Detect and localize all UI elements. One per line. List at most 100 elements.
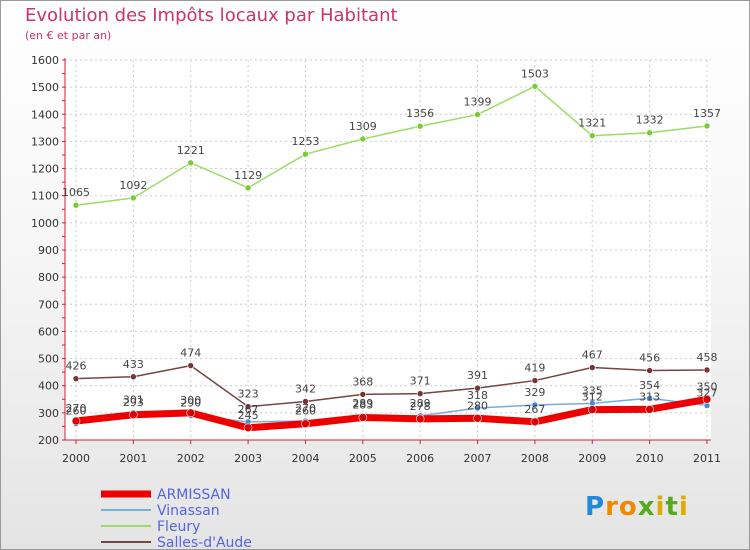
data-label-armissan: 260: [295, 405, 316, 418]
y-tick-label: 300: [38, 407, 59, 420]
data-label-vinassan: 327: [697, 387, 718, 400]
data-label-vinassan: 290: [180, 397, 201, 410]
data-point-fleury: [302, 150, 309, 158]
data-label-fleury: 1357: [693, 107, 721, 120]
data-label-vinassan: 260: [66, 405, 87, 418]
y-tick-label: 400: [38, 380, 59, 393]
data-label-salles-d-aude: 391: [467, 369, 488, 382]
logo-letter: r: [605, 492, 619, 522]
data-point-salles-d-aude: [588, 364, 596, 371]
data-point-fleury: [72, 201, 80, 209]
data-point-salles-d-aude: [187, 362, 195, 369]
data-point-fleury: [187, 159, 195, 167]
data-point-armissan: [645, 405, 654, 414]
y-tick-label: 1000: [31, 217, 59, 230]
data-point-fleury: [703, 122, 711, 130]
data-point-armissan: [702, 394, 712, 404]
y-tick-label: 1500: [31, 81, 59, 94]
y-tick-label: 1600: [31, 54, 59, 67]
chart-title: Evolution des Impôts locaux par Habitant: [25, 5, 398, 26]
data-label-salles-d-aude: 474: [180, 347, 201, 360]
x-tick-label: 2007: [464, 452, 492, 465]
x-tick-label: 2006: [406, 452, 434, 465]
x-tick-label: 2000: [62, 452, 90, 465]
data-label-vinassan: 301: [123, 394, 144, 407]
legend-label-vinassan: Vinassan: [157, 503, 220, 519]
data-point-salles-d-aude: [416, 390, 424, 397]
y-tick-label: 600: [38, 325, 59, 338]
y-tick-label: 700: [38, 298, 59, 311]
data-point-armissan: [358, 413, 368, 422]
logo-letter: i: [678, 492, 689, 522]
data-point-salles-d-aude: [646, 367, 653, 374]
data-label-armissan: 270: [66, 402, 87, 415]
data-label-armissan: 267: [524, 403, 545, 416]
data-label-salles-d-aude: 426: [66, 360, 87, 373]
x-tick-label: 2001: [119, 452, 147, 465]
data-point-armissan: [71, 416, 81, 426]
data-label-armissan: 312: [582, 391, 603, 404]
y-tick-label: 1300: [31, 135, 59, 148]
data-label-armissan: 280: [467, 399, 488, 412]
data-point-armissan: [587, 405, 597, 414]
data-point-armissan: [415, 414, 425, 424]
data-point-armissan: [473, 413, 482, 423]
logo-letter: i: [655, 492, 666, 522]
data-label-salles-d-aude: 467: [582, 349, 603, 362]
data-point-fleury: [646, 129, 653, 137]
data-label-fleury: 1092: [119, 179, 147, 192]
data-label-vinassan: 354: [639, 379, 660, 392]
data-label-armissan: 283: [352, 398, 373, 411]
data-label-salles-d-aude: 368: [352, 375, 373, 388]
data-label-fleury: 1321: [578, 117, 606, 130]
x-tick-label: 2005: [349, 452, 377, 465]
data-label-vinassan: 289: [352, 397, 373, 410]
y-tick-label: 200: [38, 434, 59, 447]
y-tick-label: 800: [38, 271, 59, 284]
data-label-vinassan: 318: [467, 389, 488, 402]
data-label-vinassan: 289: [410, 397, 431, 410]
y-tick-label: 500: [38, 353, 59, 366]
legend-label-salles-d-aude: Salles-d'Aude: [157, 535, 252, 549]
data-point-salles-d-aude: [531, 377, 539, 384]
data-point-armissan: [301, 419, 310, 429]
data-point-salles-d-aude: [130, 373, 137, 381]
data-label-fleury: 1065: [62, 186, 90, 199]
data-point-salles-d-aude: [244, 403, 252, 410]
x-tick-label: 2004: [291, 452, 319, 465]
x-tick-label: 2009: [578, 452, 606, 465]
data-point-salles-d-aude: [703, 366, 711, 374]
data-point-armissan: [243, 423, 253, 433]
data-point-armissan: [129, 410, 138, 420]
data-label-fleury: 1332: [636, 114, 664, 127]
data-point-fleury: [416, 122, 424, 130]
data-label-vinassan: 335: [582, 384, 603, 397]
y-tick-label: 1400: [31, 108, 59, 121]
x-tick-label: 2011: [693, 452, 721, 465]
data-label-fleury: 1129: [234, 169, 262, 182]
data-point-fleury: [474, 111, 481, 118]
data-point-fleury: [244, 184, 252, 192]
y-tick-label: 900: [38, 244, 59, 257]
logo-letter: P: [585, 492, 606, 522]
data-label-salles-d-aude: 456: [639, 352, 660, 365]
data-point-vinassan: [531, 401, 539, 409]
data-label-fleury: 1253: [291, 135, 319, 148]
data-label-salles-d-aude: 433: [123, 358, 144, 371]
data-label-vinassan: 329: [524, 386, 545, 399]
data-label-salles-d-aude: 342: [295, 382, 316, 395]
data-label-fleury: 1309: [349, 120, 377, 133]
x-tick-label: 2002: [177, 452, 205, 465]
x-tick-label: 2003: [234, 452, 262, 465]
legend-label-fleury: Fleury: [157, 519, 200, 535]
data-label-fleury: 1356: [406, 107, 434, 120]
y-tick-label: 1100: [31, 190, 59, 203]
legend-label-armissan: ARMISSAN: [157, 487, 231, 503]
data-label-armissan: 350: [697, 380, 718, 393]
logo-letter: o: [618, 492, 638, 522]
x-tick-label: 2010: [636, 452, 664, 465]
data-point-vinassan: [646, 394, 653, 402]
data-label-armissan: 245: [238, 409, 259, 422]
